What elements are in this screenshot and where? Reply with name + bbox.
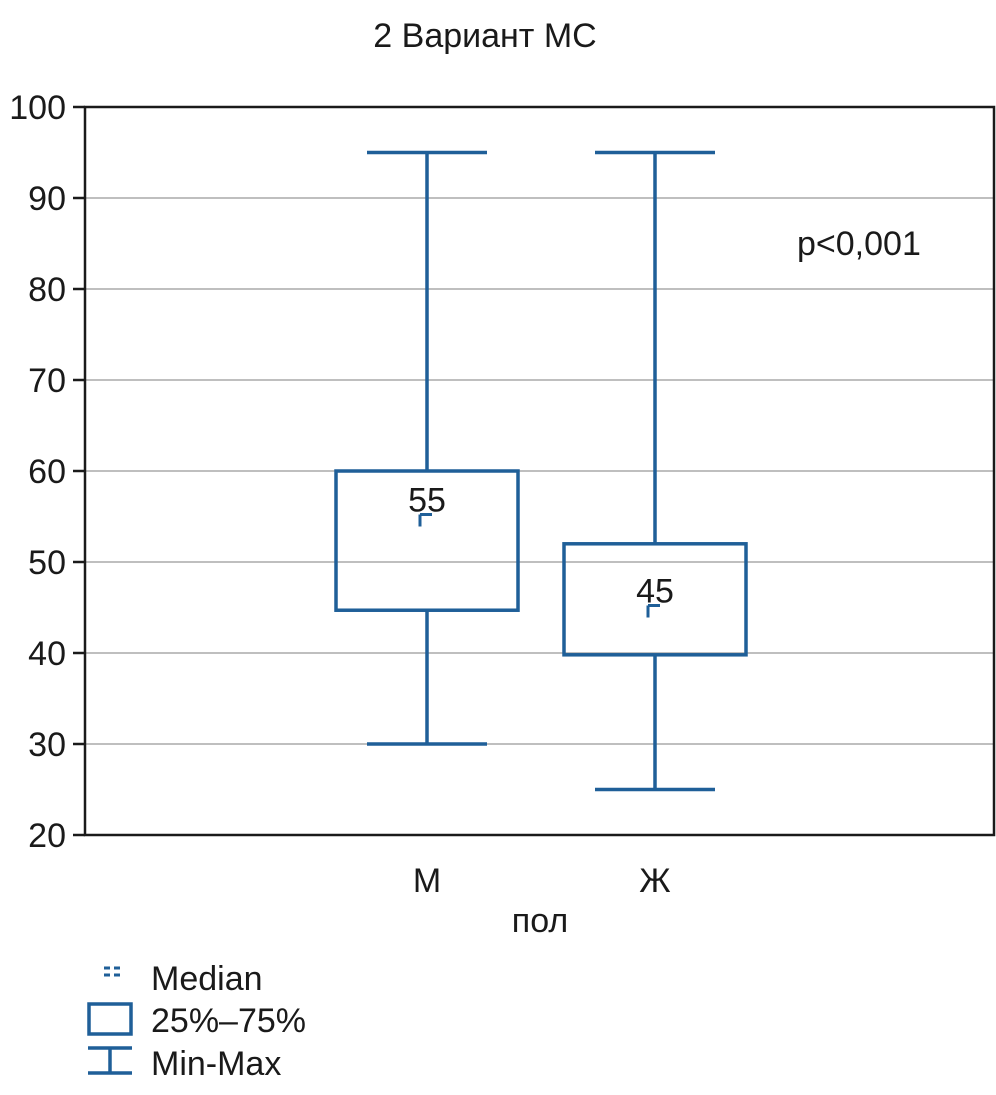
box-m: 55 [334, 150, 520, 746]
boxes: 55 45 [334, 150, 748, 792]
y-tick-label: 30 [28, 726, 66, 764]
y-tick-label: 80 [28, 271, 66, 309]
y-tick-label: 100 [9, 89, 66, 127]
y-tick-label: 50 [28, 544, 66, 582]
x-axis-label: пол [512, 902, 568, 940]
legend-quartile-label: 25%–75% [151, 1002, 306, 1040]
gridlines [85, 197, 994, 745]
chart-title: 2 Вариант МС [373, 17, 596, 55]
p-value-annotation: p<0,001 [797, 225, 921, 263]
x-category-label: М [413, 862, 441, 900]
y-tick-label: 60 [28, 453, 66, 491]
median-label: 55 [408, 482, 446, 520]
plot-frame [83, 105, 996, 837]
y-tick-label: 90 [28, 180, 66, 218]
legend: Median 25%–75% Min-Max [87, 960, 306, 1083]
median-label: 45 [636, 573, 674, 611]
legend-minmax-label: Min-Max [151, 1045, 281, 1083]
legend-minmax-marker [88, 1046, 132, 1075]
legend-median-marker [104, 966, 120, 977]
x-category-label: Ж [639, 862, 670, 900]
y-tick-label: 20 [28, 817, 66, 855]
quartile-box [562, 542, 748, 657]
y-axis-ticks: 20 30 40 50 60 70 80 90 100 [9, 89, 85, 855]
box-zh: 45 [562, 150, 748, 792]
legend-box-marker [87, 1002, 133, 1036]
quartile-box [334, 469, 520, 612]
legend-median-label: Median [151, 960, 263, 998]
y-tick-label: 70 [28, 362, 66, 400]
y-tick-label: 40 [28, 635, 66, 673]
